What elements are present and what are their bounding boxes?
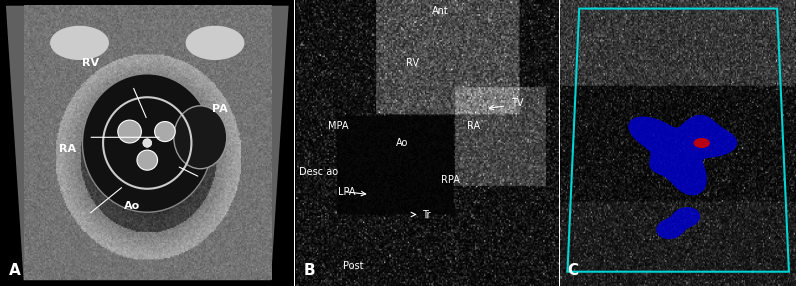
Ellipse shape [50,26,109,60]
Polygon shape [6,6,289,280]
Text: C: C [568,263,579,277]
Text: Ao: Ao [396,138,408,148]
Ellipse shape [142,139,152,147]
Text: RV: RV [407,58,419,68]
Text: Desc ao: Desc ao [298,167,338,176]
Text: RA: RA [59,144,76,154]
Text: LPA: LPA [338,187,356,196]
Ellipse shape [118,120,142,143]
Text: PA: PA [212,104,228,114]
Text: RPA: RPA [441,175,459,185]
Polygon shape [628,115,737,196]
Text: Tr: Tr [422,210,431,219]
Text: RV: RV [83,58,100,68]
Ellipse shape [154,122,175,142]
Text: Ant: Ant [432,7,449,16]
Text: B: B [304,263,316,277]
Text: TV: TV [512,98,524,108]
Ellipse shape [174,106,227,169]
Ellipse shape [693,138,710,148]
Polygon shape [656,207,700,239]
Ellipse shape [185,26,244,60]
Text: Post: Post [343,261,364,271]
Ellipse shape [137,150,158,170]
Text: MPA: MPA [328,121,348,131]
Text: A: A [9,263,21,277]
Text: Ao: Ao [123,201,140,211]
Ellipse shape [83,74,212,212]
Text: RA: RA [466,121,480,131]
